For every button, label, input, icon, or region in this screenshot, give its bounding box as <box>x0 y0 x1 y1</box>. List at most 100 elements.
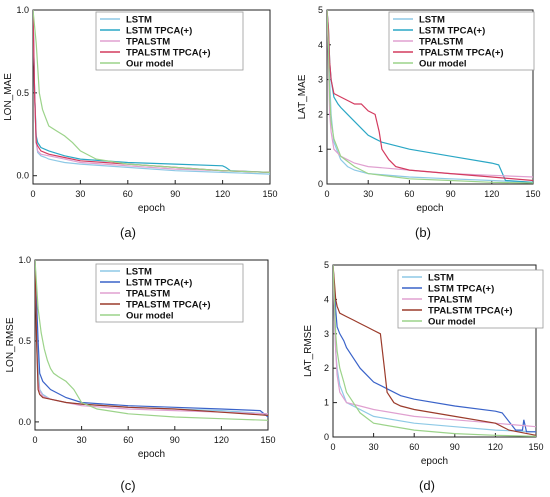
y-tick-label: 0 <box>318 179 323 189</box>
legend-box <box>95 263 244 323</box>
x-tick-label: 0 <box>330 442 335 452</box>
x-tick-label: 90 <box>450 442 460 452</box>
x-tick-label: 150 <box>260 435 275 445</box>
series-line-3 <box>333 265 536 428</box>
legend-label: LSTM TPCA(+) <box>126 26 192 37</box>
x-tick-label: 60 <box>123 435 133 445</box>
chart-panel-3: 0 30 60 90 120 150 0.0 0.5 1.0 epoch LON_RMSE LSTML… <box>5 255 276 493</box>
legend-label: TPALSTM <box>126 37 170 48</box>
series-line-5 <box>35 260 268 421</box>
y-tick-label: 3 <box>324 329 329 339</box>
y-axis-label: LAT_RMSE <box>303 325 314 377</box>
y-tick-label: 0.5 <box>18 336 31 346</box>
legend-label: LSTM <box>126 15 152 26</box>
x-tick-label: 90 <box>170 435 180 445</box>
x-tick-label: 150 <box>525 189 540 199</box>
legend-label: LSTM TPCA(+) <box>428 284 494 295</box>
y-tick-label: 5 <box>318 5 323 15</box>
y-tick-label: 0.0 <box>18 417 31 427</box>
x-tick-label: 0 <box>324 189 329 199</box>
legend-label: TPALSTM <box>126 289 170 300</box>
x-axis-label: epoch <box>416 203 443 214</box>
legend-label: TPALSTM <box>428 295 472 306</box>
legend-label: Our model <box>428 317 476 328</box>
y-tick-label: 4 <box>318 40 323 50</box>
legend-label: TPALSTM TPCA(+) <box>126 48 211 59</box>
legend-box <box>397 269 544 329</box>
series-line-5 <box>33 10 270 173</box>
x-axis-label: epoch <box>138 449 165 460</box>
panel-caption: (b) <box>415 225 431 240</box>
y-axis-label: LAT_MAE <box>297 74 308 119</box>
x-tick-label: 150 <box>528 442 543 452</box>
legend-label: LSTM <box>419 15 445 26</box>
x-tick-label: 120 <box>484 189 499 199</box>
plot-frame <box>326 9 534 185</box>
y-tick-label: 2 <box>318 109 323 119</box>
y-tick-label: 0.0 <box>16 171 29 181</box>
legend-box <box>388 11 535 71</box>
x-tick-label: 30 <box>363 189 373 199</box>
legend-label: TPALSTM TPCA(+) <box>419 48 504 59</box>
x-tick-label: 60 <box>409 442 419 452</box>
legend-label: TPALSTM TPCA(+) <box>428 306 513 317</box>
series-line-5 <box>333 265 536 437</box>
legend-box <box>95 11 244 71</box>
legend-label: TPALSTM <box>419 37 463 48</box>
x-tick-label: 120 <box>215 189 230 199</box>
y-tick-label: 0.5 <box>16 88 29 98</box>
series-line-4 <box>35 260 268 416</box>
legend-label: LSTM TPCA(+) <box>419 26 485 37</box>
series-line-5 <box>327 10 533 184</box>
x-tick-label: 30 <box>75 189 85 199</box>
series-line-4 <box>327 10 533 182</box>
plot-frame <box>332 264 537 438</box>
chart-panel-2: 0 30 60 90 120 150 0 1 2 3 4 5 epoch LAT_MAE LSTMLSTM … <box>297 5 541 240</box>
y-tick-label: 5 <box>324 260 329 270</box>
x-tick-label: 90 <box>446 189 456 199</box>
x-tick-label: 120 <box>214 435 229 445</box>
x-tick-label: 90 <box>170 189 180 199</box>
x-axis-label: epoch <box>138 203 165 214</box>
legend-label: TPALSTM TPCA(+) <box>126 300 211 311</box>
y-tick-label: 1 <box>324 398 329 408</box>
legend-label: LSTM TPCA(+) <box>126 278 192 289</box>
x-tick-label: 30 <box>77 435 87 445</box>
legend-label: Our model <box>419 59 467 70</box>
y-tick-label: 2 <box>324 363 329 373</box>
panel-caption: (a) <box>120 225 136 240</box>
series-line-2 <box>35 260 268 418</box>
plot-frame <box>32 9 271 185</box>
panel-caption: (c) <box>120 478 135 493</box>
y-tick-label: 1.0 <box>16 5 29 15</box>
y-tick-label: 3 <box>318 75 323 85</box>
y-tick-label: 4 <box>324 294 329 304</box>
x-tick-label: 0 <box>30 189 35 199</box>
x-tick-label: 60 <box>123 189 133 199</box>
x-tick-label: 150 <box>262 189 277 199</box>
series-line-4 <box>333 265 536 436</box>
plot-frame <box>34 259 269 431</box>
x-tick-label: 0 <box>32 435 37 445</box>
x-tick-label: 30 <box>369 442 379 452</box>
legend-label: Our model <box>126 59 174 70</box>
x-axis-label: epoch <box>421 456 448 467</box>
y-tick-label: 0 <box>324 432 329 442</box>
chart-panel-1: 0 30 60 90 120 150 0.0 0.5 1.0 epoch LON_MAE LSTMLS… <box>3 5 278 240</box>
y-axis-label: LON_MAE <box>3 73 14 121</box>
chart-panel-4: 0 30 60 90 120 150 0 1 2 3 4 5 epoch LAT_RMSE LSTMLSTM… <box>303 260 544 493</box>
legend-label: Our model <box>126 311 174 322</box>
panel-caption: (d) <box>419 478 435 493</box>
y-axis-label: LON_RMSE <box>5 317 16 372</box>
legend-label: LSTM <box>428 273 454 284</box>
x-tick-label: 120 <box>488 442 503 452</box>
legend-label: LSTM <box>126 267 152 278</box>
y-tick-label: 1.0 <box>18 255 31 265</box>
x-tick-label: 60 <box>404 189 414 199</box>
y-tick-label: 1 <box>318 144 323 154</box>
